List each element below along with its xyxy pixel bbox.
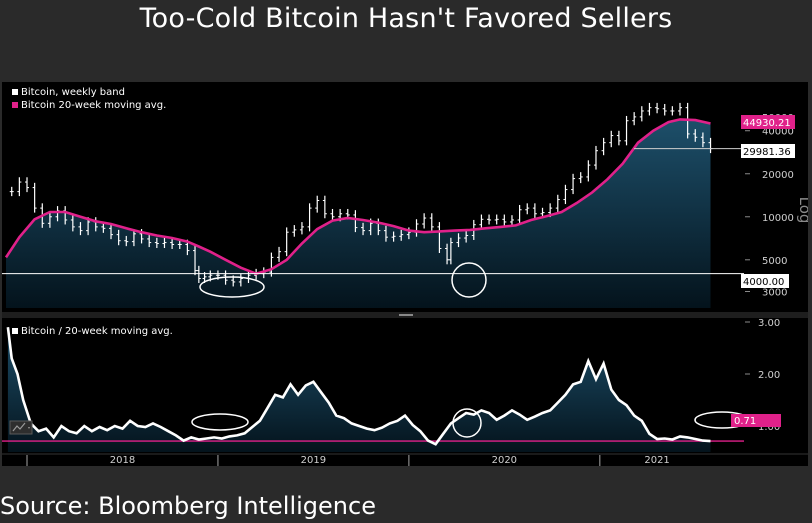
year-tick-label: 2020 [492,455,517,466]
ref-value-badge [741,274,789,288]
last-price-badge [741,144,795,158]
ratio-line [6,327,711,446]
year-tick-label: 2019 [301,455,326,466]
divider-handle[interactable] [399,314,413,316]
price-legend: Bitcoin, weekly band Bitcoin 20-week mov… [12,87,166,111]
chart-panel: Bitcoin, weekly band Bitcoin 20-week mov… [2,82,812,466]
last-price-label: 29981.36 [743,147,791,158]
price-tick-label: 10000 [762,213,794,224]
chart-title: Too-Cold Bitcoin Hasn't Favored Sellers [139,3,673,34]
line-chart-icon [12,422,26,432]
ratio-tick-label: 3.00 [758,318,780,329]
ratio-value-label: 0.71 [734,416,756,427]
legend-label-ratio: Bitcoin / 20-week moving avg. [21,326,173,337]
ref-value-label: 4000.00 [743,277,784,288]
price-tick-label: 20000 [762,170,794,181]
ratio-tick-label: 2.00 [758,370,780,381]
legend-label-price: Bitcoin, weekly band [21,87,125,98]
ratio-legend: Bitcoin / 20-week moving avg. [12,326,173,337]
ratio-panel: Bitcoin / 20-week moving avg. 1.00 2.00 3.… [2,318,781,452]
year-tick-label: 2021 [644,455,669,466]
ma-area-fill [6,119,711,309]
source-note: Source: Bloomberg Intelligence [0,492,376,520]
legend-label-ma: Bitcoin 20-week moving avg. [21,100,166,111]
ma-value-label: 44930.21 [743,118,791,129]
legend-swatch-ratio [12,328,18,334]
log-axis-label: Log [796,197,808,224]
price-panel: Bitcoin, weekly band Bitcoin 20-week mov… [2,87,812,309]
price-axis: 3000500010000200004000050000 [745,113,794,299]
ma-value-badge [741,115,795,129]
chevron-down-icon [28,427,30,429]
highlight-circle-2020 [451,262,487,298]
highlight-circle-2018 [199,276,265,298]
time-axis: 2018 2019 2020 2021 [2,453,808,466]
legend-swatch-ma [12,102,18,108]
moving-average-line [4,118,711,276]
ratio-value-badge [731,414,781,427]
ratio-area-fill [7,327,711,452]
year-tick-label: 2018 [110,455,135,466]
price-tick-label: 5000 [762,256,787,267]
chart-type-button[interactable] [9,420,33,435]
highlight-circle-2020-ratio [452,408,482,438]
ratio-tick-label: 1.00 [758,422,780,433]
bitcoin-chart: Bitcoin, weekly band Bitcoin 20-week mov… [2,87,812,466]
price-tick-label: 40000 [762,127,794,138]
highlight-circle-2018-ratio [191,413,249,431]
legend-swatch-price [12,89,18,95]
price-tick-label: 3000 [762,288,787,299]
